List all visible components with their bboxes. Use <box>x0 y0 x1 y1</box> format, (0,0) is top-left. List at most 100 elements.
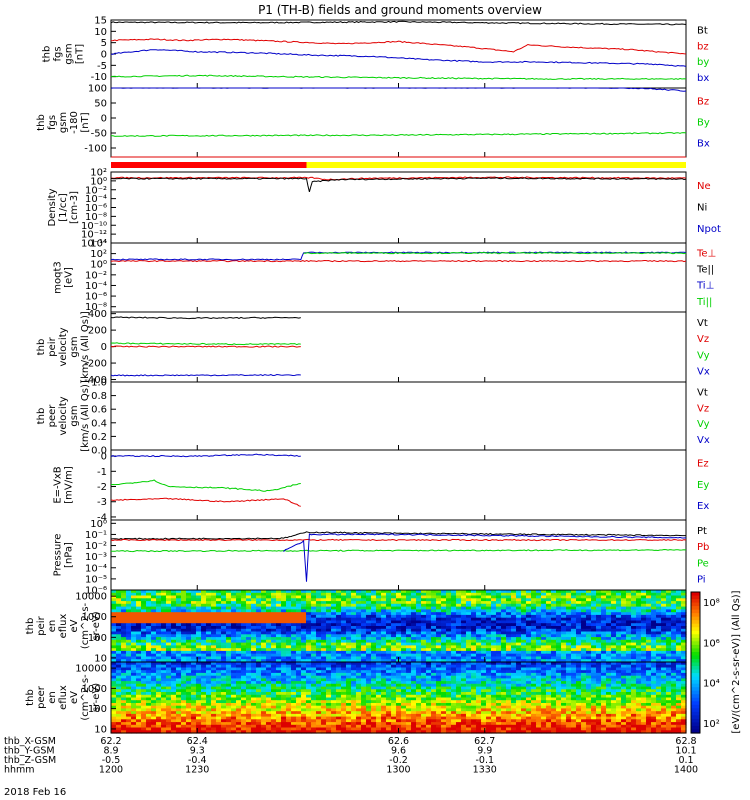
heatmap-cell <box>446 694 452 699</box>
heatmap-cell <box>191 650 197 655</box>
heatmap-cell <box>636 631 642 635</box>
heatmap-cell <box>266 592 272 597</box>
heatmap-cell <box>156 601 162 605</box>
heatmap-cell <box>151 631 157 635</box>
heatmap-cell <box>596 650 602 655</box>
heatmap-cell <box>286 631 292 635</box>
heatmap-cell <box>121 678 127 682</box>
heatmap-cell <box>196 620 202 624</box>
heatmap-cell <box>136 700 142 704</box>
heatmap-cell <box>376 656 382 660</box>
heatmap-cell <box>191 601 197 605</box>
heatmap-cell <box>291 623 297 627</box>
heatmap-cell <box>646 598 652 602</box>
heatmap-cell <box>311 603 317 608</box>
heatmap-cell <box>536 626 542 630</box>
heatmap-cell <box>441 623 447 627</box>
heatmap-cell <box>386 642 392 646</box>
heatmap-cell <box>301 694 307 699</box>
heatmap-cell <box>326 639 332 644</box>
heatmap-cell <box>371 603 377 608</box>
heatmap-cell <box>166 675 172 679</box>
heatmap-cell <box>416 672 422 677</box>
heatmap-cell <box>366 639 372 644</box>
heatmap-cell <box>236 689 242 693</box>
heatmap-cell <box>476 606 482 610</box>
heatmap-cell <box>596 659 602 663</box>
heatmap-cell <box>396 667 402 671</box>
heatmap-cell <box>296 694 302 699</box>
heatmap-cell <box>281 650 287 655</box>
heatmap-cell <box>301 681 307 685</box>
heatmap-cell <box>206 659 212 663</box>
heatmap-cell <box>656 645 662 649</box>
heatmap-cell <box>436 592 442 597</box>
heatmap-cell <box>341 659 347 663</box>
heatmap-cell <box>406 689 412 693</box>
heatmap-cell <box>271 617 277 622</box>
heatmap-cell <box>426 637 432 641</box>
heatmap-cell <box>606 686 612 690</box>
series-line-bz <box>110 38 687 55</box>
heatmap-cell <box>306 628 312 633</box>
heatmap-cell <box>521 606 527 610</box>
y-tick-label: 0.4 <box>91 418 107 429</box>
heatmap-cell <box>291 606 297 610</box>
heatmap-cell <box>111 689 117 693</box>
heatmap-cell <box>181 656 187 660</box>
heatmap-cell <box>601 617 607 622</box>
heatmap-cell <box>426 700 432 704</box>
heatmap-cell <box>386 637 392 641</box>
heatmap-cell <box>581 603 587 608</box>
heatmap-cell <box>436 628 442 633</box>
heatmap-cell <box>621 612 627 616</box>
heatmap-cell <box>636 650 642 655</box>
heatmap-cell <box>636 612 642 616</box>
heatmap-cell <box>251 623 257 627</box>
heatmap-cell <box>136 626 142 630</box>
heatmap-cell <box>456 686 462 690</box>
heatmap-cell <box>681 678 687 682</box>
heatmap-cell <box>566 620 572 624</box>
heatmap-cell <box>446 609 452 613</box>
heatmap-cell <box>476 595 482 599</box>
heatmap-cell <box>471 667 477 671</box>
heatmap-cell <box>611 598 617 602</box>
heatmap-cell <box>211 623 217 627</box>
heatmap-cell <box>221 626 227 630</box>
heatmap-cell <box>461 662 467 666</box>
heatmap-cell <box>646 601 652 605</box>
heatmap-cell <box>511 659 517 663</box>
heatmap-cell <box>226 662 232 666</box>
heatmap-cell <box>571 626 577 630</box>
heatmap-cell <box>546 692 552 696</box>
heatmap-cell <box>151 614 157 619</box>
heatmap-cell <box>631 590 637 594</box>
y-axis-label: [mV/m] <box>64 466 75 504</box>
heatmap-cell <box>141 623 147 627</box>
heatmap-cell <box>451 606 457 610</box>
heatmap-cell <box>406 659 412 663</box>
heatmap-cell <box>641 659 647 663</box>
heatmap-cell <box>466 681 472 685</box>
heatmap-cell <box>521 642 527 646</box>
heatmap-cell <box>341 631 347 635</box>
heatmap-cell <box>321 603 327 608</box>
heatmap-cell <box>646 697 652 701</box>
heatmap-cell <box>501 692 507 696</box>
heatmap-cell <box>681 623 687 627</box>
heatmap-cell <box>131 617 137 622</box>
heatmap-cell <box>676 634 682 638</box>
heatmap-cell <box>166 662 172 666</box>
heatmap-cell <box>181 700 187 704</box>
heatmap-cell <box>186 642 192 646</box>
heatmap-cell <box>216 623 222 627</box>
heatmap-cell <box>491 628 497 633</box>
heatmap-cell <box>541 623 547 627</box>
heatmap-cell <box>241 697 247 701</box>
heatmap-cell <box>386 639 392 644</box>
heatmap-cell <box>591 637 597 641</box>
heatmap-cell <box>611 667 617 671</box>
heatmap-cell <box>331 606 337 610</box>
